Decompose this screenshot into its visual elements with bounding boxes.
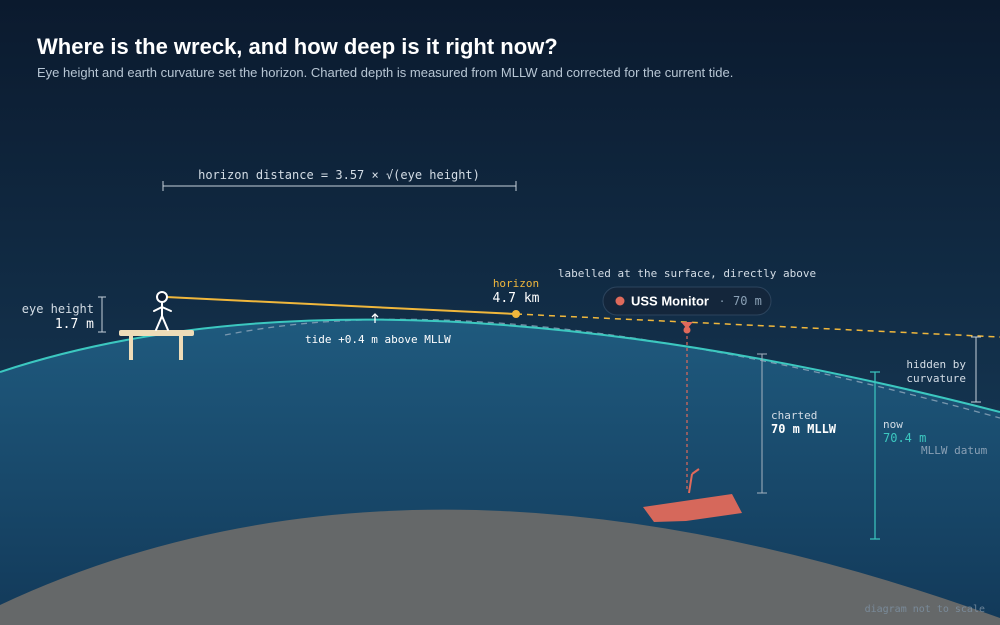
eye-height-label: eye height: [22, 302, 94, 316]
wreck-marker-dot: [615, 296, 625, 306]
mllw-datum-curve: [224, 318, 1000, 419]
wreck-label-pill[interactable]: USS Monitor · 70 m: [602, 286, 772, 316]
page-title: Where is the wreck, and how deep is it r…: [37, 34, 558, 59]
wreck-separator: ·: [719, 295, 726, 308]
wreck-ship-icon: [643, 468, 742, 522]
formula-bracket: [162, 181, 517, 191]
hidden-label-line1: hidden by: [906, 358, 966, 371]
observer-figure: [153, 291, 172, 331]
charted-label: charted: [771, 409, 817, 422]
charted-depth-bracket: [757, 353, 767, 494]
sight-line: [165, 296, 517, 315]
hidden-label-line2: curvature: [906, 372, 966, 385]
formula-label: horizon distance = 3.57 × √(eye height): [198, 168, 480, 182]
tide-note: tide +0.4 m above MLLW: [305, 333, 451, 346]
horizon-value: 4.7 km: [493, 291, 540, 306]
seabed: [0, 509, 1000, 625]
now-depth-bracket: [870, 371, 880, 540]
horizon-label: horizon: [493, 277, 539, 290]
surface-point: [683, 326, 691, 334]
sight-line-extension: [515, 313, 1000, 338]
water-surface-line: [0, 318, 1000, 413]
now-value: 70.4 m: [883, 431, 926, 445]
mllw-datum-label: MLLW datum: [921, 444, 988, 457]
surface-note: labelled at the surface, directly above: [558, 267, 816, 280]
horizon-point: [512, 310, 520, 318]
wreck-depth-tag: 70 m: [733, 294, 762, 308]
footnote: diagram not to scale: [865, 604, 985, 615]
eye-height-value: 1.7 m: [55, 317, 94, 332]
page-subtitle: Eye height and earth curvature set the h…: [37, 65, 733, 80]
dock: [119, 330, 194, 360]
hidden-bracket: [971, 336, 981, 403]
charted-value: 70 m MLLW: [771, 422, 837, 436]
wreck-name: USS Monitor: [631, 294, 709, 309]
now-label: now: [883, 418, 903, 431]
surface-marker-icon: [681, 322, 693, 329]
tide-arrow-icon: [371, 313, 379, 323]
eye-height-bracket: [98, 296, 106, 333]
